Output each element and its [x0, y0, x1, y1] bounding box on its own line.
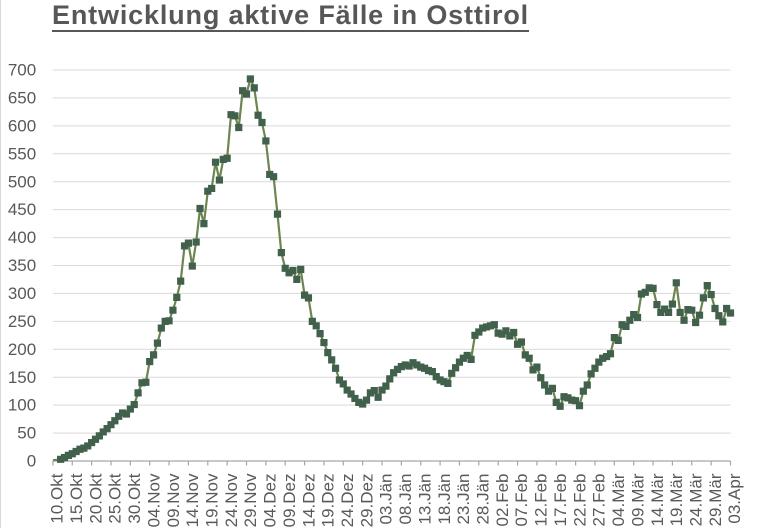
svg-text:29.Mär: 29.Mär: [706, 473, 725, 526]
svg-text:03.Jän: 03.Jän: [377, 474, 396, 525]
svg-text:13.Jän: 13.Jän: [415, 474, 434, 525]
svg-text:29.Nov: 29.Nov: [241, 473, 260, 527]
svg-text:04.Mär: 04.Mär: [609, 473, 628, 526]
svg-text:250: 250: [8, 312, 36, 331]
svg-text:400: 400: [8, 228, 36, 247]
svg-text:10.Okt: 10.Okt: [48, 473, 67, 523]
svg-text:03.Apr: 03.Apr: [725, 473, 744, 523]
svg-text:09.Dez: 09.Dez: [280, 474, 299, 528]
svg-text:17.Feb: 17.Feb: [551, 474, 570, 527]
svg-text:29.Dez: 29.Dez: [357, 474, 376, 528]
svg-text:200: 200: [8, 340, 36, 359]
svg-text:19.Nov: 19.Nov: [202, 473, 221, 527]
svg-text:500: 500: [8, 172, 36, 191]
svg-text:12.Feb: 12.Feb: [532, 474, 551, 527]
svg-text:28.Jän: 28.Jän: [474, 474, 493, 525]
svg-text:15.Okt: 15.Okt: [67, 473, 86, 523]
svg-text:24.Mär: 24.Mär: [686, 473, 705, 526]
svg-text:09.Nov: 09.Nov: [164, 473, 183, 527]
svg-text:0: 0: [27, 452, 36, 471]
svg-text:25.Okt: 25.Okt: [106, 473, 125, 523]
svg-text:30.Okt: 30.Okt: [125, 473, 144, 523]
svg-text:50: 50: [17, 424, 36, 443]
svg-text:24.Nov: 24.Nov: [222, 473, 241, 527]
svg-text:14.Dez: 14.Dez: [299, 474, 318, 528]
svg-text:650: 650: [8, 89, 36, 108]
svg-text:19.Dez: 19.Dez: [319, 474, 338, 528]
svg-text:22.Feb: 22.Feb: [570, 474, 589, 527]
svg-text:04.Nov: 04.Nov: [144, 473, 163, 527]
svg-text:09.Mär: 09.Mär: [628, 473, 647, 526]
svg-text:24.Dez: 24.Dez: [338, 474, 357, 528]
svg-text:08.Jän: 08.Jän: [396, 474, 415, 525]
svg-text:14.Nov: 14.Nov: [183, 473, 202, 527]
svg-text:300: 300: [8, 284, 36, 303]
svg-text:150: 150: [8, 368, 36, 387]
svg-text:550: 550: [8, 144, 36, 163]
svg-text:27.Feb: 27.Feb: [590, 474, 609, 527]
svg-text:14.Mär: 14.Mär: [648, 473, 667, 526]
svg-text:04.Dez: 04.Dez: [261, 474, 280, 528]
svg-text:450: 450: [8, 200, 36, 219]
svg-text:700: 700: [8, 61, 36, 80]
svg-text:23.Jän: 23.Jän: [454, 474, 473, 525]
svg-text:19.Mär: 19.Mär: [667, 473, 686, 526]
svg-text:100: 100: [8, 396, 36, 415]
svg-text:600: 600: [8, 116, 36, 135]
svg-text:02.Feb: 02.Feb: [493, 474, 512, 527]
svg-text:07.Feb: 07.Feb: [512, 474, 531, 527]
svg-text:18.Jän: 18.Jän: [435, 474, 454, 525]
svg-text:350: 350: [8, 256, 36, 275]
svg-text:20.Okt: 20.Okt: [86, 473, 105, 523]
